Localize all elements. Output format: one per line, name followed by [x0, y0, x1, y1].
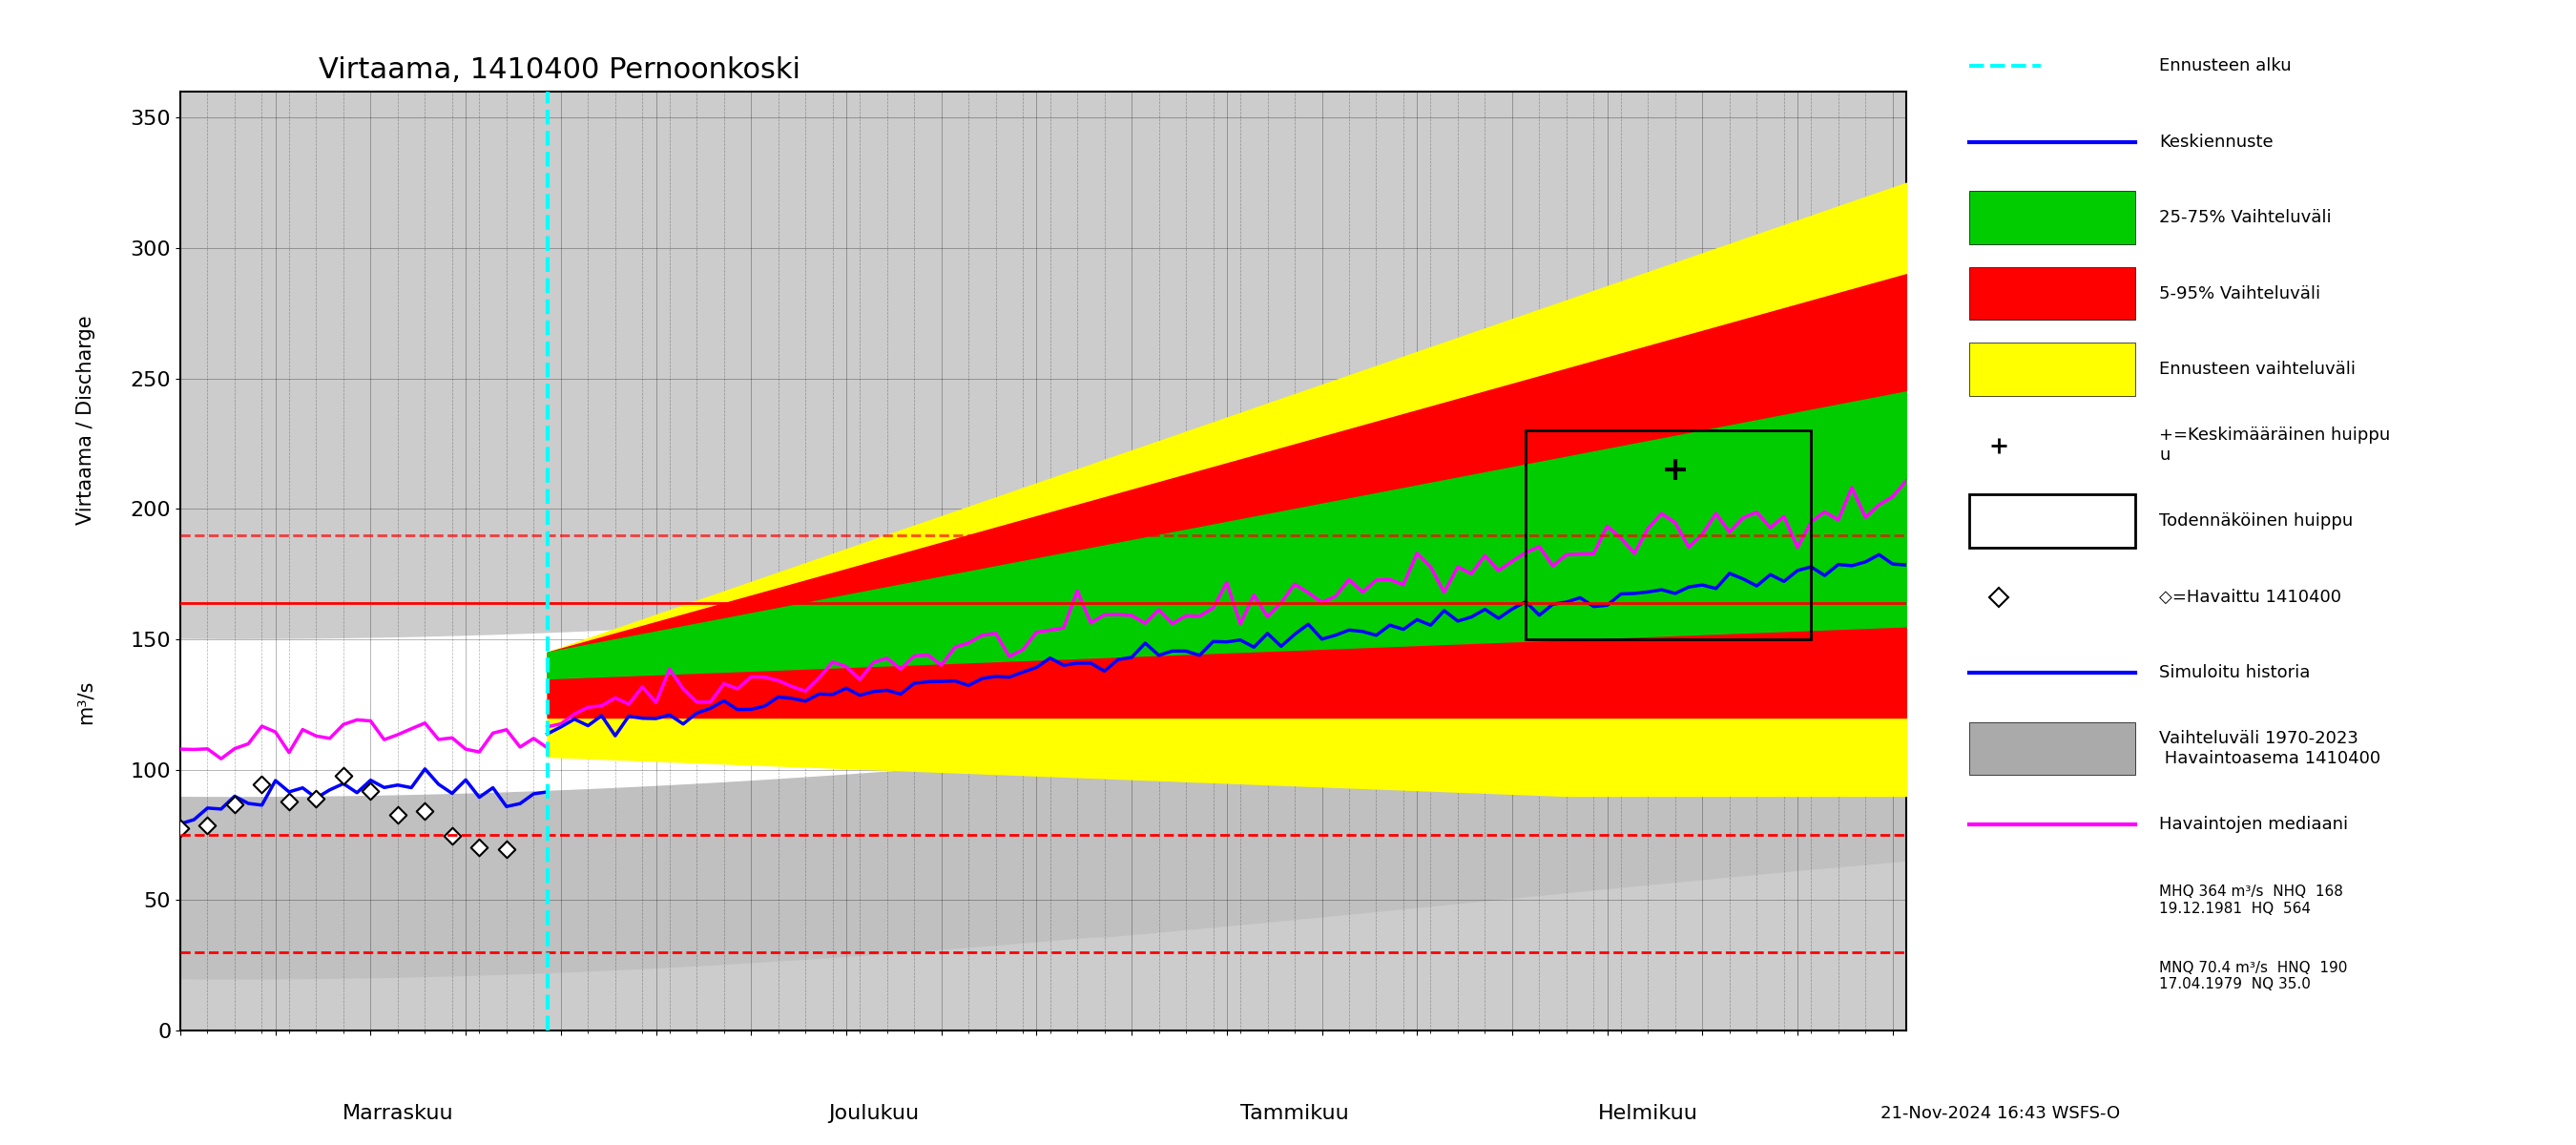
Text: Virtaama, 1410400 Pernoonkoski: Virtaama, 1410400 Pernoonkoski [319, 56, 801, 84]
Point [350, 782, 392, 800]
Text: Virtaama / Discharge: Virtaama / Discharge [75, 315, 95, 526]
Text: Simuloitu historia: Simuloitu historia [2159, 664, 2311, 681]
Text: Joulukuu: Joulukuu [827, 1104, 920, 1122]
Text: m³/s: m³/s [75, 680, 95, 724]
Text: 21-Nov-2024 16:43 WSFS-O: 21-Nov-2024 16:43 WSFS-O [1880, 1105, 2120, 1122]
Point [188, 816, 229, 835]
Text: Havaintojen mediaani: Havaintojen mediaani [2159, 815, 2349, 832]
Point [268, 792, 309, 811]
Point [296, 790, 337, 808]
Text: +=Keskimääräinen huippu
u: +=Keskimääräinen huippu u [2159, 427, 2391, 464]
Text: Vaihteluväli 1970-2023
 Havaintoasema 1410400: Vaihteluväli 1970-2023 Havaintoasema 141… [2159, 731, 2380, 767]
Text: 25-75% Vaihteluväli: 25-75% Vaihteluväli [2159, 210, 2331, 227]
Text: Ennusteen vaihteluväli: Ennusteen vaihteluväli [2159, 361, 2354, 378]
FancyBboxPatch shape [1971, 344, 2136, 396]
Point [214, 795, 255, 813]
Point [322, 767, 363, 785]
FancyBboxPatch shape [1971, 267, 2136, 319]
Text: Helmikuu: Helmikuu [1597, 1104, 1698, 1122]
Point [459, 838, 500, 856]
Point [376, 805, 417, 823]
FancyBboxPatch shape [1971, 722, 2136, 775]
Text: Ennusteen alku: Ennusteen alku [2159, 57, 2293, 74]
Point [404, 802, 446, 820]
Point [433, 827, 474, 845]
FancyBboxPatch shape [1971, 191, 2136, 244]
Text: MNQ 70.4 m³/s  HNQ  190
17.04.1979  NQ 35.0: MNQ 70.4 m³/s HNQ 190 17.04.1979 NQ 35.0 [2159, 961, 2347, 992]
Text: MHQ 364 m³/s  NHQ  168
19.12.1981  HQ  564: MHQ 364 m³/s NHQ 168 19.12.1981 HQ 564 [2159, 885, 2344, 916]
Text: Keskiennuste: Keskiennuste [2159, 133, 2275, 150]
Point [242, 775, 283, 793]
Text: Todennäköinen huippu: Todennäköinen huippu [2159, 513, 2352, 530]
Bar [1525, 431, 1811, 639]
Point [487, 840, 528, 859]
Text: Tammikuu: Tammikuu [1242, 1104, 1350, 1122]
Point [160, 820, 201, 838]
Text: Marraskuu: Marraskuu [343, 1104, 453, 1122]
Text: 5-95% Vaihteluväli: 5-95% Vaihteluväli [2159, 285, 2321, 302]
Text: ◇=Havaittu 1410400: ◇=Havaittu 1410400 [2159, 589, 2342, 606]
